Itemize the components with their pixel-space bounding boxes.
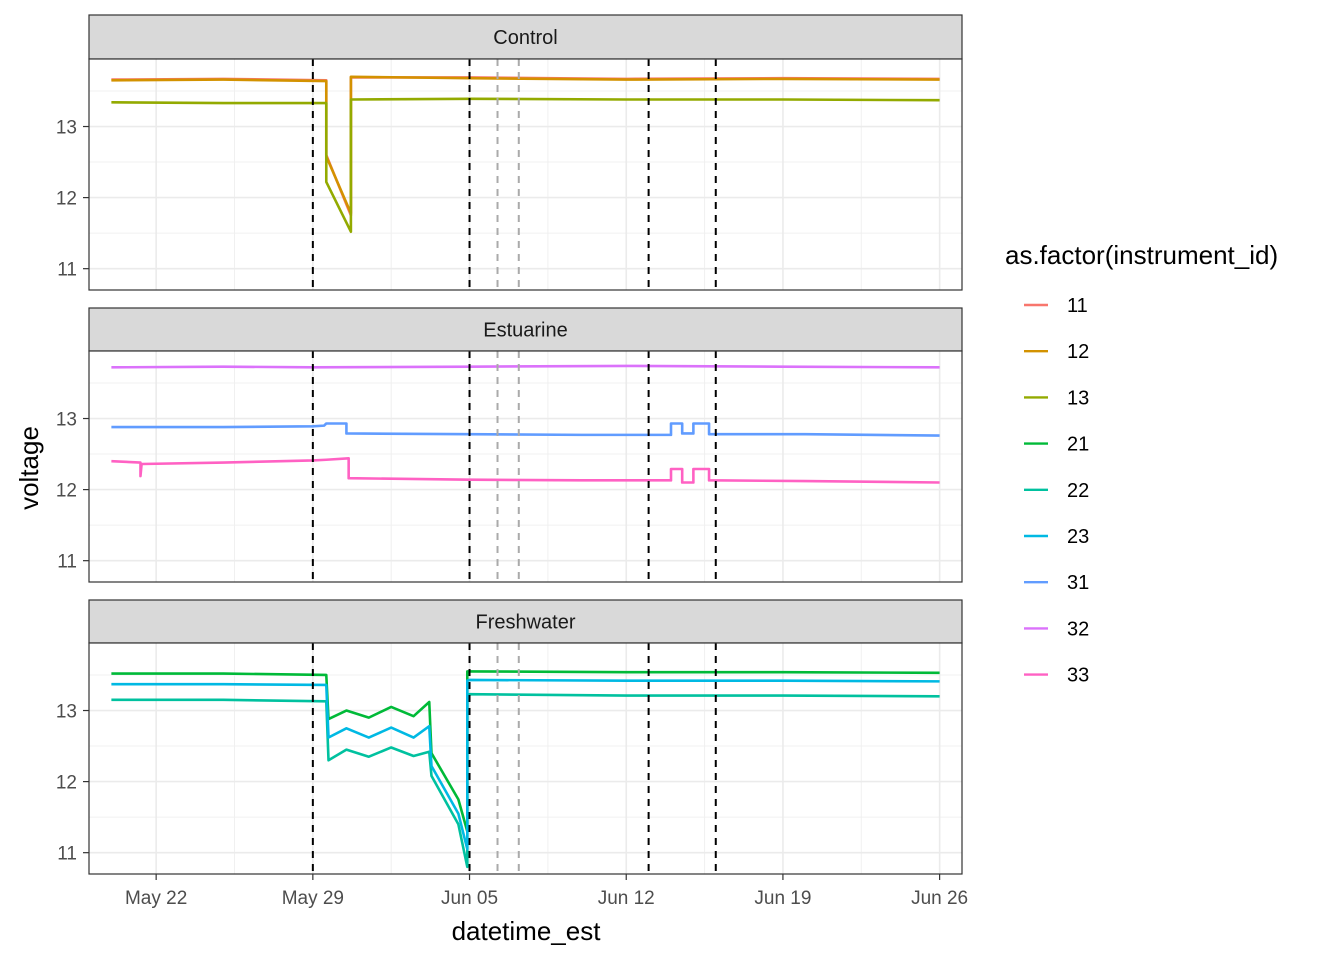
series-line-13 (111, 97, 940, 234)
facet-strip-label: Estuarine (483, 320, 568, 342)
series-group (111, 670, 940, 869)
panel-border (88, 642, 963, 875)
legend-label-21: 21 (1067, 434, 1089, 456)
legend-label-11: 11 (1067, 295, 1088, 317)
facet-panel-control: Control 11 12 13 (56, 14, 963, 291)
x-tick-label: Jun 12 (598, 888, 655, 909)
panel-background (89, 351, 962, 582)
y-axis-title: voltage (14, 426, 44, 510)
y-tick-label: 11 (57, 844, 77, 865)
legend-label-33: 33 (1067, 665, 1089, 687)
series-line-33 (111, 457, 940, 484)
facet-panel-estuarine: Estuarine 11 12 13 (56, 307, 963, 583)
series-line-32 (111, 364, 940, 369)
panel-border (88, 350, 963, 583)
series-group (111, 75, 940, 234)
x-tick-label: May 29 (282, 888, 344, 909)
series-line-23 (111, 678, 940, 851)
panel-background (89, 59, 962, 290)
y-tick-label: 12 (56, 773, 77, 794)
legend: as.factor(instrument_id) 11 12 13 21 22 23 31 3… (1005, 240, 1278, 687)
x-tick-label: May 22 (125, 888, 187, 909)
facet-strip (88, 599, 963, 644)
y-tick-label: 13 (56, 410, 77, 431)
x-tick-label: Jun 26 (911, 888, 968, 909)
facet-strip-label: Freshwater (475, 612, 575, 634)
series-line-22 (111, 692, 940, 869)
facet-panel-freshwater: Freshwater 11 12 13 (56, 599, 963, 875)
legend-label-13: 13 (1067, 387, 1089, 409)
facet-strip-label: Control (493, 27, 557, 49)
x-axis-title: datetime_est (452, 916, 602, 946)
legend-label-12: 12 (1067, 341, 1089, 363)
panel-background (89, 643, 962, 874)
y-tick-label: 12 (56, 481, 77, 502)
legend-title: as.factor(instrument_id) (1005, 240, 1278, 270)
facet-strip (88, 307, 963, 352)
series-line-31 (111, 422, 940, 437)
x-tick-label: Jun 19 (754, 888, 811, 909)
y-tick-label: 13 (56, 118, 77, 139)
legend-label-23: 23 (1067, 526, 1089, 548)
legend-label-22: 22 (1067, 480, 1089, 502)
panel-border (88, 58, 963, 291)
y-tick-label: 12 (56, 189, 77, 210)
y-tick-label: 11 (57, 552, 77, 573)
y-tick-label: 13 (56, 702, 77, 723)
legend-label-32: 32 (1067, 618, 1089, 640)
facet-panels: Control 11 12 13 Estuarine 11 12 13 Freshwater 11… (56, 14, 963, 875)
x-axis: May 22 May 29 Jun 05 Jun 12 Jun 19 Jun 26 (125, 874, 968, 909)
facet-strip (88, 14, 963, 60)
y-tick-label: 11 (57, 260, 77, 281)
x-tick-label: Jun 05 (441, 888, 498, 909)
legend-label-31: 31 (1067, 572, 1089, 594)
